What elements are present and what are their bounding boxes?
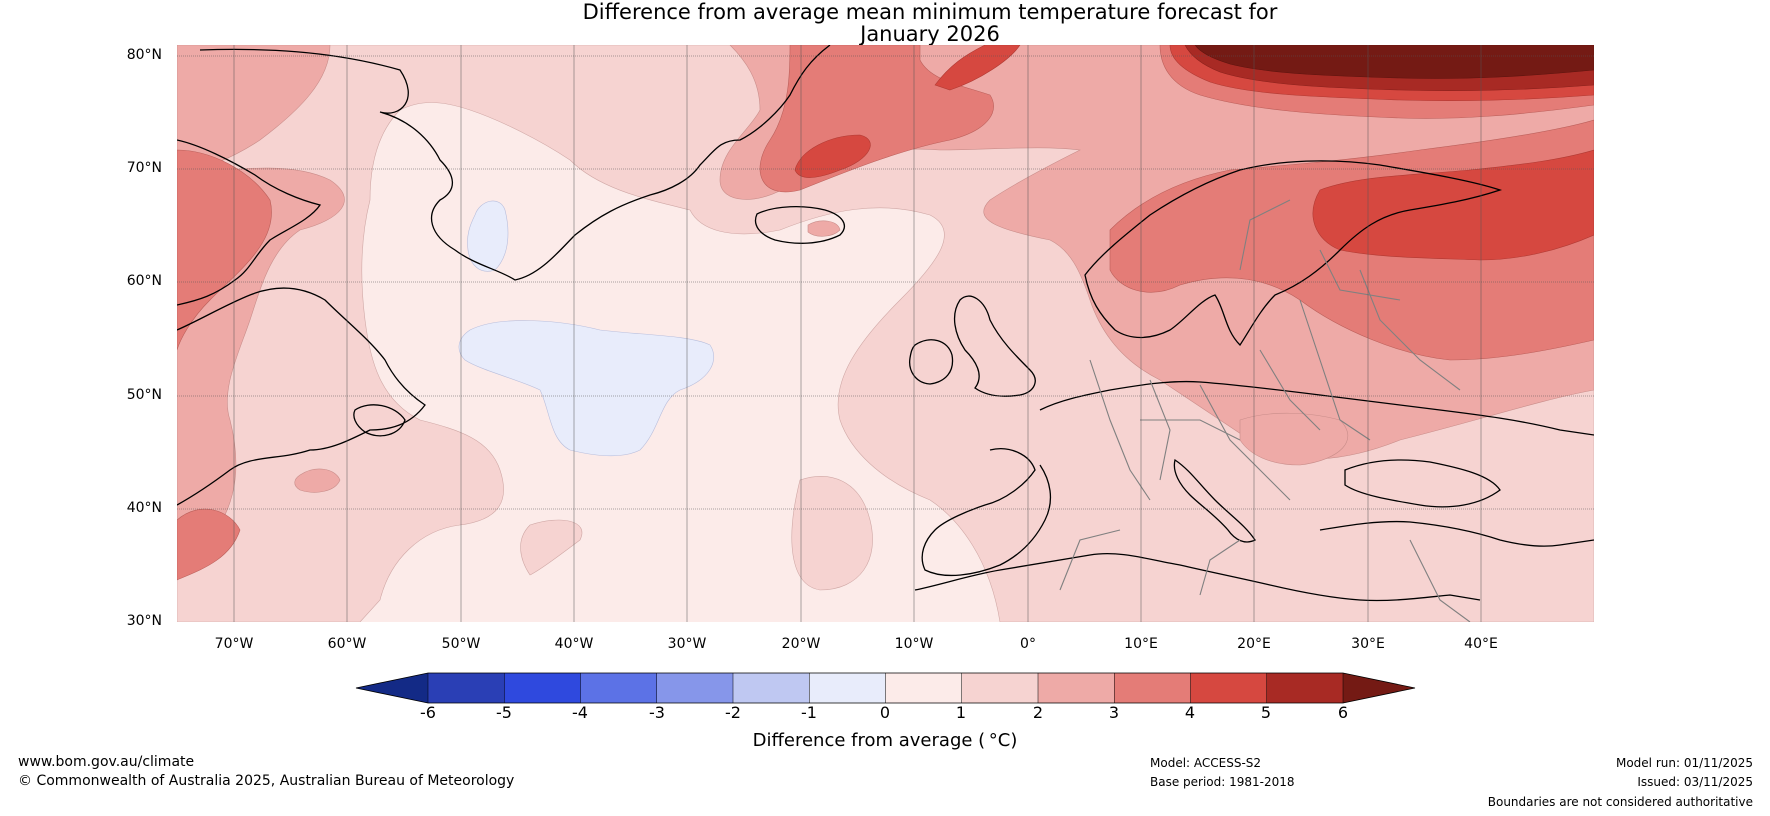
lat-label: 50°N <box>126 387 162 403</box>
anomaly-2-3-region <box>1239 412 1349 466</box>
anomaly-4-5-region <box>794 134 871 178</box>
country-borders <box>1059 199 1471 622</box>
anomaly-above-6-region <box>1194 45 1594 79</box>
scandinavia-coastline <box>1084 160 1503 347</box>
lon-label: 40°W <box>554 636 594 652</box>
colorbar-tick-label: 6 <box>1337 703 1349 722</box>
greenland-coastline <box>199 45 831 281</box>
country-border <box>1199 384 1291 501</box>
colorbar-segment <box>1190 673 1268 703</box>
country-border <box>1299 299 1371 441</box>
colorbar-tick-label: 3 <box>1108 703 1120 722</box>
colorbar-segment <box>809 673 886 703</box>
country-border <box>1059 529 1121 591</box>
lon-label: 30°W <box>667 636 707 652</box>
anomaly-4-5-region <box>934 45 1021 91</box>
colorbar-tick-label: 4 <box>1184 703 1196 722</box>
colorbar-tick-label: -2 <box>725 703 741 722</box>
country-border <box>1239 199 1291 271</box>
colorbar-tick-label: 2 <box>1032 703 1044 722</box>
country-border <box>1199 539 1241 596</box>
website-link[interactable]: www.bom.gov.au/climate <box>18 754 195 770</box>
disclaimer-text: Boundaries are not considered authoritat… <box>1487 795 1753 809</box>
colorbar-segment <box>580 673 658 703</box>
colorbar-segment <box>961 673 1039 703</box>
europe-coastline <box>1039 380 1594 436</box>
lon-label: 60°W <box>327 636 367 652</box>
colorbar-segment <box>1266 673 1344 703</box>
colorbar-segment <box>1038 673 1115 703</box>
lon-label: 10°W <box>894 636 934 652</box>
colorbar-extend-high <box>1343 673 1415 703</box>
lat-label: 40°N <box>126 500 162 516</box>
country-border <box>1089 359 1151 501</box>
issued-text: Issued: 03/11/2025 <box>1637 775 1753 789</box>
colorbar-tick-label: -4 <box>572 703 588 722</box>
colorbar-tick-label: -5 <box>496 703 512 722</box>
graticule-meridians <box>233 45 1482 622</box>
lon-label: 20°E <box>1237 636 1271 652</box>
colorbar-tick-label: 1 <box>955 703 967 722</box>
lon-label: 40°E <box>1464 636 1498 652</box>
colorbar-segment <box>733 673 810 703</box>
colorbar-tick-label: 5 <box>1260 703 1272 722</box>
colorbar-tick-label: -6 <box>420 703 436 722</box>
colorbar-segment <box>428 673 505 703</box>
iberia-coastline <box>921 448 1052 577</box>
lat-label: 70°N <box>126 160 162 176</box>
anomaly-1-2-region <box>520 519 583 576</box>
base-period-text: Base period: 1981-2018 <box>1150 775 1295 789</box>
colorbar-segment <box>504 673 581 703</box>
colorbar-segment <box>1114 673 1191 703</box>
map-title-line-1: Difference from average mean minimum tem… <box>582 0 1278 24</box>
lon-label: 30°E <box>1351 636 1385 652</box>
colorbar-tick-label: -1 <box>801 703 817 722</box>
anomaly-3-4-region <box>177 508 241 581</box>
country-border <box>1140 419 1241 441</box>
temperature-anomaly-field <box>177 45 1594 622</box>
colorbar-tick-label: 0 <box>879 703 891 722</box>
lat-label: 60°N <box>126 273 162 289</box>
labrador-coastline <box>177 287 426 506</box>
anomaly-2-3-region <box>807 220 841 237</box>
ireland-coastline <box>909 339 954 385</box>
anomaly-3-4-region <box>177 149 272 351</box>
turkey-coastline <box>1319 520 1594 547</box>
lon-label: 20°W <box>781 636 821 652</box>
colorbar-segment <box>656 673 734 703</box>
model-text: Model: ACCESS-S2 <box>1150 756 1262 770</box>
country-border <box>1259 349 1321 431</box>
baffin-coastline <box>177 139 322 306</box>
britain-coastline <box>953 295 1036 397</box>
blacksea-coastline <box>1344 459 1501 508</box>
lat-label: 80°N <box>126 47 162 63</box>
country-border <box>1409 539 1471 622</box>
italy-coastline <box>1173 458 1256 543</box>
iceland-coastline <box>754 205 845 244</box>
anomaly-2-3-region <box>294 468 341 493</box>
anomaly-minus1-0-region <box>458 320 715 457</box>
map-title-line-2: January 2026 <box>860 22 1000 46</box>
graticule <box>177 55 1594 510</box>
lon-label: 0° <box>1020 636 1036 652</box>
anomaly-1-2-region <box>791 476 873 591</box>
coastlines <box>177 45 1594 602</box>
newfoundland-coastline <box>353 404 406 437</box>
lon-label: 50°W <box>441 636 481 652</box>
colorbar-extend-low <box>356 673 428 703</box>
lon-label: 70°W <box>214 636 254 652</box>
colorbar-label: Difference from average ( °C) <box>752 730 1018 751</box>
lon-label: 10°E <box>1124 636 1158 652</box>
colorbar-segment <box>885 673 963 703</box>
africa-coastline <box>914 552 1481 602</box>
country-border <box>1149 379 1171 481</box>
model-run-text: Model run: 01/11/2025 <box>1615 756 1753 770</box>
country-border <box>1319 249 1401 301</box>
colorbar-tick-label: -3 <box>649 703 665 722</box>
lat-label: 30°N <box>126 613 162 629</box>
copyright-text: © Commonwealth of Australia 2025, Austra… <box>18 773 515 789</box>
